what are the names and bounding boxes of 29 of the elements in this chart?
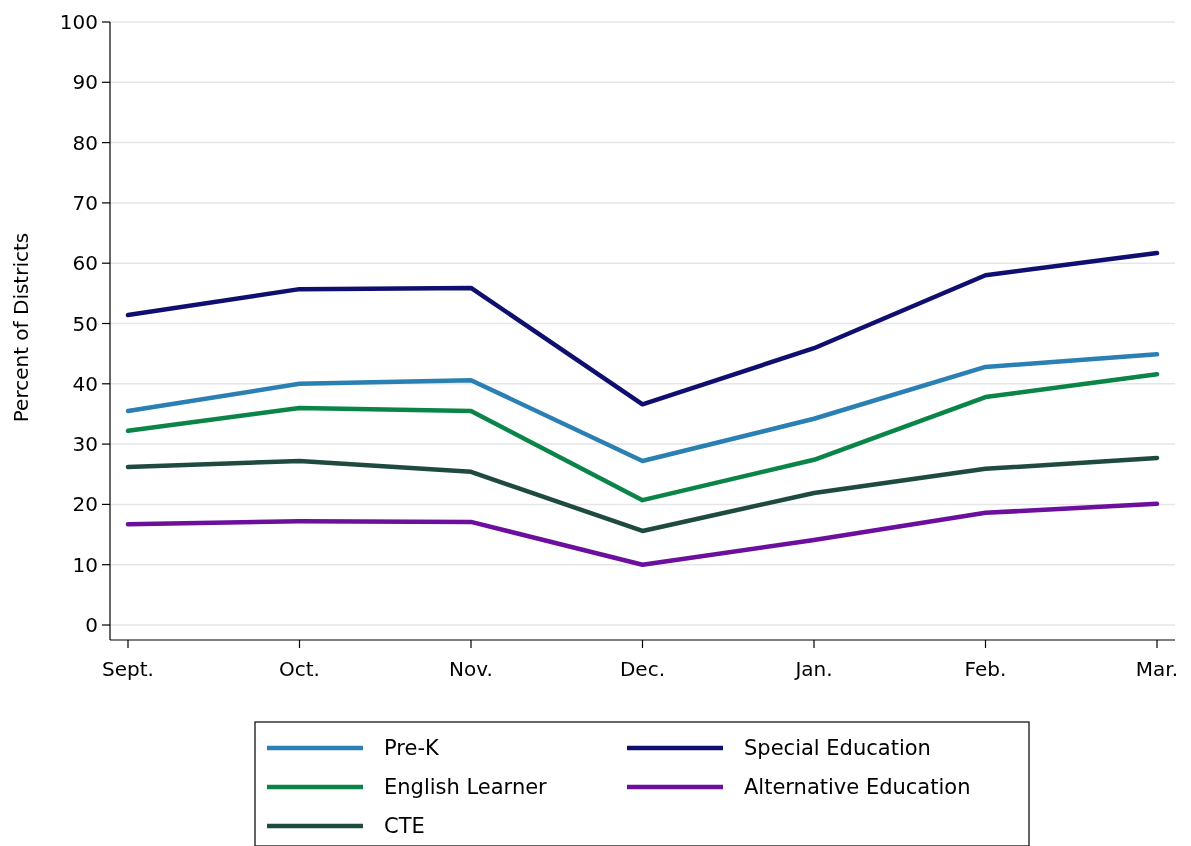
y-tick-label: 20 <box>72 492 98 517</box>
x-tick-label: Oct. <box>279 657 320 681</box>
y-tick-label: 100 <box>59 10 98 34</box>
legend-label: CTE <box>384 814 425 839</box>
x-tick-label: Jan. <box>793 657 833 681</box>
line-series <box>125 371 1160 503</box>
y-tick-label: 60 <box>72 251 98 276</box>
x-tick-label: Mar. <box>1135 657 1179 681</box>
y-tick-label: 50 <box>72 311 98 336</box>
legend-label: Special Education <box>744 736 931 761</box>
y-tick-label: 30 <box>72 432 98 457</box>
x-tick-label: Nov. <box>449 657 493 681</box>
y-tick-label: 0 <box>85 613 98 637</box>
y-tick-label: 80 <box>72 130 98 155</box>
line-series <box>125 501 1160 567</box>
x-tick-label: Dec. <box>619 657 666 681</box>
line-series <box>125 455 1160 534</box>
legend-label: English Learner <box>384 775 548 800</box>
y-tick-label: 10 <box>72 552 98 577</box>
line-series <box>125 352 1160 464</box>
x-tick-label: Feb. <box>964 657 1007 681</box>
legend-label: Alternative Education <box>744 775 971 800</box>
y-axis-title: Percent of Districts <box>9 232 33 423</box>
y-tick-label: 90 <box>72 70 98 95</box>
y-tick-label: 70 <box>72 190 98 215</box>
line-series <box>125 250 1160 407</box>
y-tick-label: 40 <box>72 371 98 396</box>
x-tick-label: Sept. <box>102 657 154 681</box>
legend-label: Pre-K <box>384 736 440 761</box>
